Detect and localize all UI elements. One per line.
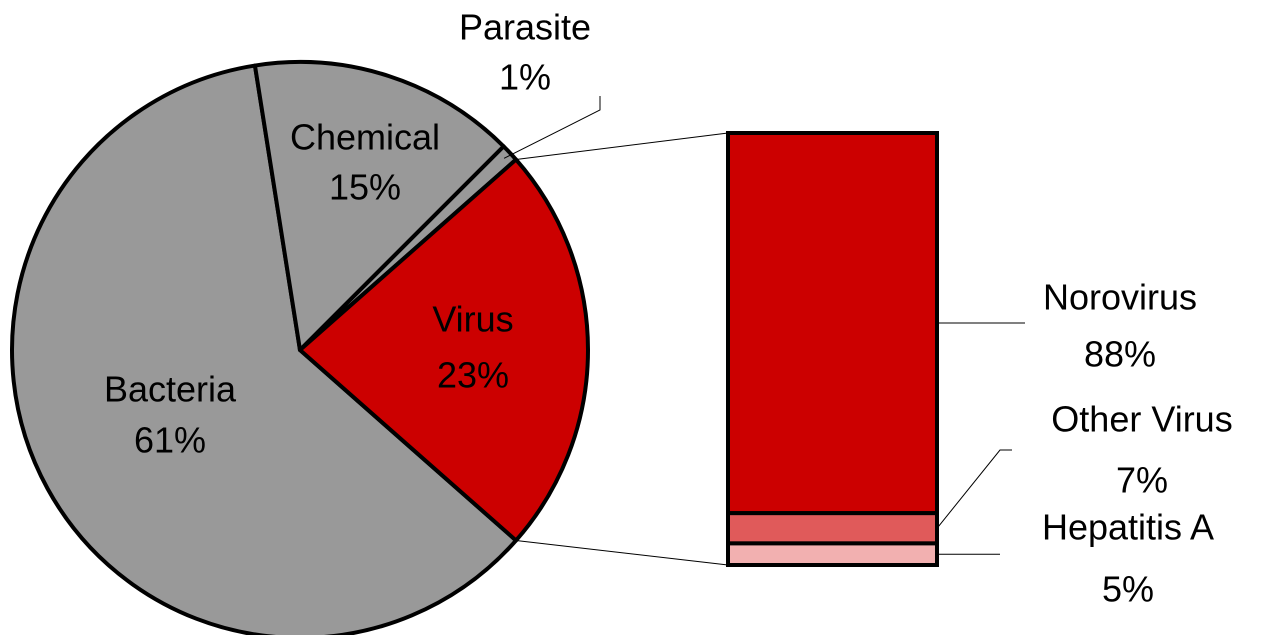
segment-label: Hepatitis A xyxy=(1042,507,1214,548)
segment-label: Norovirus xyxy=(1043,277,1197,318)
slice-label: Bacteria xyxy=(104,369,237,410)
slice-label: Virus xyxy=(432,299,513,340)
slice-value-label: 61% xyxy=(134,420,206,461)
bar-segment xyxy=(726,541,939,568)
pie-slice xyxy=(252,60,506,352)
segment-value-label: 88% xyxy=(1084,334,1156,375)
slice-value-label: 15% xyxy=(329,167,401,208)
pie-slice xyxy=(298,157,590,543)
bar-segment xyxy=(726,511,939,546)
connector-line xyxy=(515,132,729,161)
leader-line xyxy=(503,96,601,159)
bar-segment xyxy=(726,131,939,516)
pie-slice xyxy=(10,63,519,635)
segment-value-label: 7% xyxy=(1116,460,1168,501)
connector-line xyxy=(515,539,729,566)
segment-label: Other Virus xyxy=(1051,399,1232,440)
segment-value-label: 5% xyxy=(1102,569,1154,610)
slice-value-label: 23% xyxy=(437,355,509,396)
slice-value-label: 1% xyxy=(499,57,551,98)
slice-label: Parasite xyxy=(459,7,591,48)
slice-label: Chemical xyxy=(290,117,440,158)
leader-line xyxy=(936,449,1012,529)
